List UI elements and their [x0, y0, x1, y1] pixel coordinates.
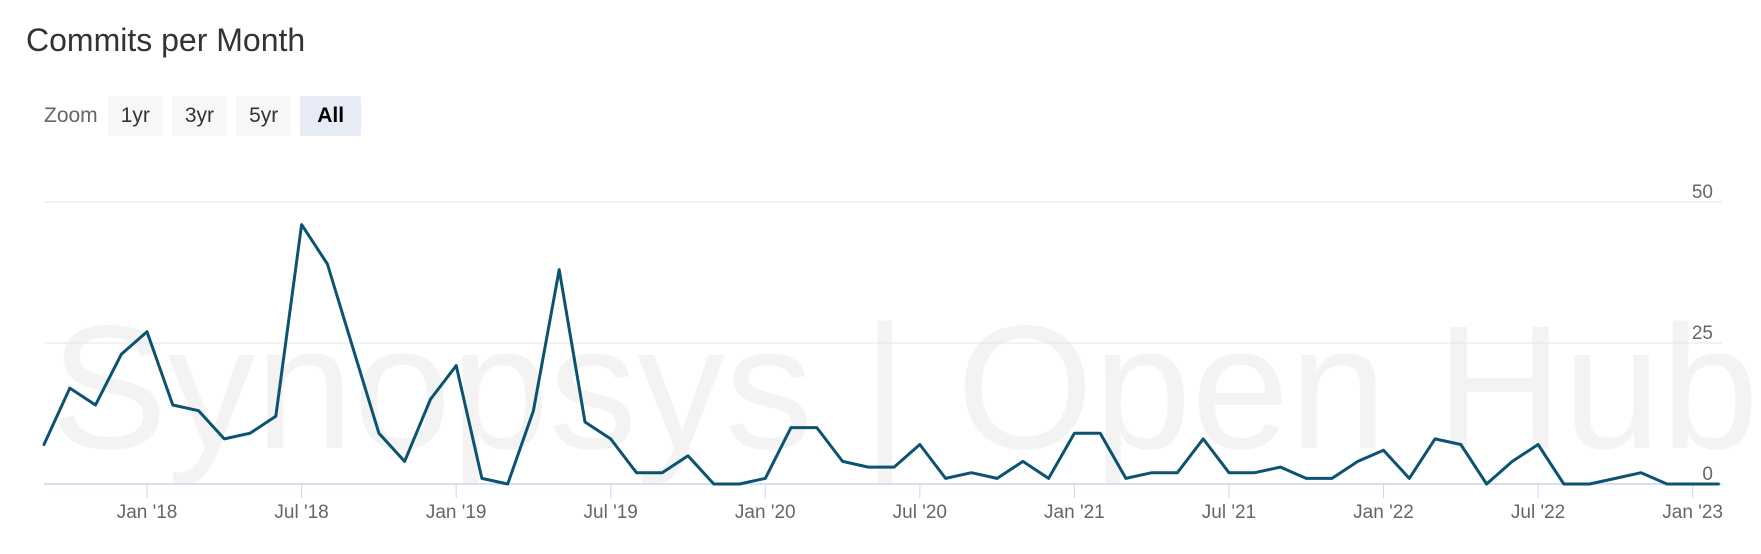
x-tick-label: Jul '18 [274, 502, 328, 523]
x-tick-label: Jan '21 [1044, 502, 1105, 523]
x-tick-label: Jan '23 [1662, 502, 1723, 523]
x-tick-label: Jan '18 [117, 502, 178, 523]
y-tick-label: 50 [1692, 182, 1713, 203]
x-tick-label: Jul '22 [1511, 502, 1565, 523]
zoom-3yr-button[interactable]: 3yr [171, 96, 228, 136]
x-tick-label: Jan '20 [735, 502, 796, 523]
x-tick-label: Jul '19 [584, 502, 638, 523]
zoom-all-button[interactable]: All [300, 96, 362, 136]
zoom-1yr-button[interactable]: 1yr [107, 96, 163, 136]
x-axis: Jan '18 Jul '18 Jan '19 Jul '19 Jan '20 Jul '… [44, 483, 1723, 523]
grid-lines [44, 201, 1722, 344]
watermark-logo: Synopsys | Open Hub [50, 290, 1759, 486]
series-group [42, 223, 1720, 486]
series-line-commits [42, 223, 1720, 486]
chart-title: Commits per Month [26, 22, 306, 58]
zoom-5yr-button[interactable]: 5yr [236, 96, 292, 136]
x-tick-label: Jan '22 [1353, 502, 1414, 523]
x-tick-label: Jul '20 [893, 502, 947, 523]
x-tick-label: Jan '19 [426, 502, 487, 523]
zoom-bar: Zoom 1yr 3yr 5yr All [44, 96, 370, 136]
y-tick-label: 25 [1692, 323, 1713, 344]
x-tick-label: Jul '21 [1202, 502, 1256, 523]
y-axis-labels: 0 25 50 [1692, 182, 1713, 485]
y-tick-label: 0 [1702, 464, 1713, 485]
zoom-label: Zoom [44, 104, 98, 127]
